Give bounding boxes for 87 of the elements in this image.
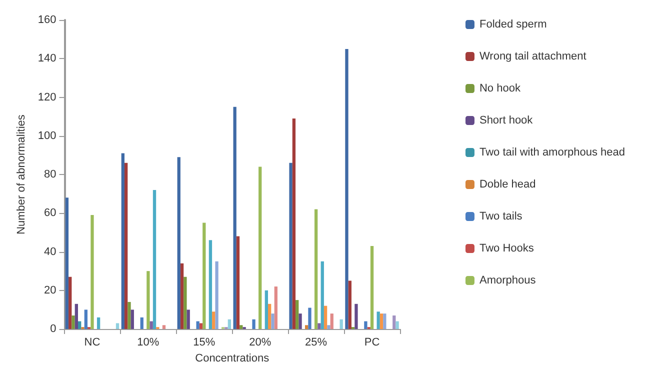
bar	[264, 290, 268, 329]
bar	[215, 261, 218, 329]
y-tick-label: 100	[38, 130, 56, 142]
bar	[340, 319, 343, 329]
bar	[383, 314, 386, 329]
legend-label: Short hook	[479, 114, 534, 126]
bar	[184, 276, 187, 329]
bar	[90, 215, 94, 329]
bar	[146, 271, 150, 329]
bar	[121, 153, 124, 329]
bar	[370, 246, 374, 329]
bar	[162, 325, 166, 329]
bar	[298, 314, 302, 329]
bar	[196, 321, 200, 329]
bar	[96, 317, 100, 329]
bar	[74, 304, 78, 329]
bar	[345, 48, 348, 329]
bar	[84, 310, 88, 329]
bar	[124, 162, 128, 329]
bar	[380, 314, 384, 329]
bar	[65, 198, 69, 329]
bar	[180, 263, 184, 329]
bar	[130, 310, 134, 329]
bar	[202, 222, 206, 329]
x-tick-label: 25%	[305, 336, 328, 348]
y-tick-label: 40	[44, 246, 56, 258]
y-tick-label: 80	[44, 168, 56, 180]
y-tick-label: 160	[38, 14, 56, 26]
bar	[296, 300, 299, 329]
y-axis-title: Number of abnormalities	[16, 114, 28, 234]
bar	[128, 302, 131, 329]
y-tick-label: 60	[44, 207, 56, 220]
legend-label: Two tails	[479, 210, 523, 222]
x-tick-label: PC	[364, 336, 380, 348]
bar	[72, 315, 75, 329]
bar	[186, 310, 190, 329]
y-tick-label: 120	[38, 91, 56, 104]
y-tick-label: 20	[44, 284, 56, 296]
y-tick-label: 0	[50, 323, 56, 335]
bar	[392, 315, 396, 329]
legend-label: Two Hooks	[479, 242, 534, 254]
bar	[308, 308, 312, 329]
x-tick-label: 15%	[193, 336, 216, 348]
bar	[305, 325, 308, 329]
bar	[318, 323, 321, 329]
bar	[152, 190, 156, 329]
bar	[364, 321, 368, 329]
bar	[150, 321, 153, 329]
bar	[116, 323, 120, 329]
bar	[327, 325, 330, 329]
bar	[228, 319, 232, 329]
bar	[212, 312, 216, 329]
bar	[348, 280, 352, 329]
bar	[268, 304, 272, 329]
bar	[240, 325, 243, 329]
bar	[199, 323, 203, 329]
bar	[274, 286, 278, 329]
legend-label: Two tail with amorphous head	[479, 146, 626, 158]
bar	[252, 319, 256, 329]
bar	[292, 118, 296, 329]
x-tick-label: 10%	[137, 336, 160, 348]
bar	[330, 314, 334, 329]
bar	[68, 276, 72, 329]
bar	[208, 240, 212, 329]
legend-label: Folded sperm	[479, 18, 547, 30]
bar	[324, 306, 328, 329]
bar	[271, 314, 274, 329]
bar	[258, 166, 262, 329]
bar	[236, 236, 240, 329]
legend-label: Doble head	[479, 178, 536, 190]
bar	[320, 261, 324, 329]
x-tick-label: 20%	[249, 336, 272, 348]
bar	[289, 162, 292, 329]
bar	[376, 312, 380, 329]
y-tick-label: 140	[38, 52, 56, 65]
x-tick-label: NC	[84, 336, 100, 348]
bar	[140, 317, 144, 329]
bar	[177, 157, 180, 329]
legend-label: No hook	[479, 82, 521, 94]
bar	[396, 321, 399, 329]
x-axis-title: Concentrations	[195, 352, 270, 364]
bar	[314, 209, 318, 329]
bar	[233, 106, 236, 329]
legend-label: Amorphous	[479, 274, 536, 286]
bar	[354, 304, 358, 329]
bar	[78, 321, 82, 329]
legend-label: Wrong tail attachment	[479, 50, 586, 62]
